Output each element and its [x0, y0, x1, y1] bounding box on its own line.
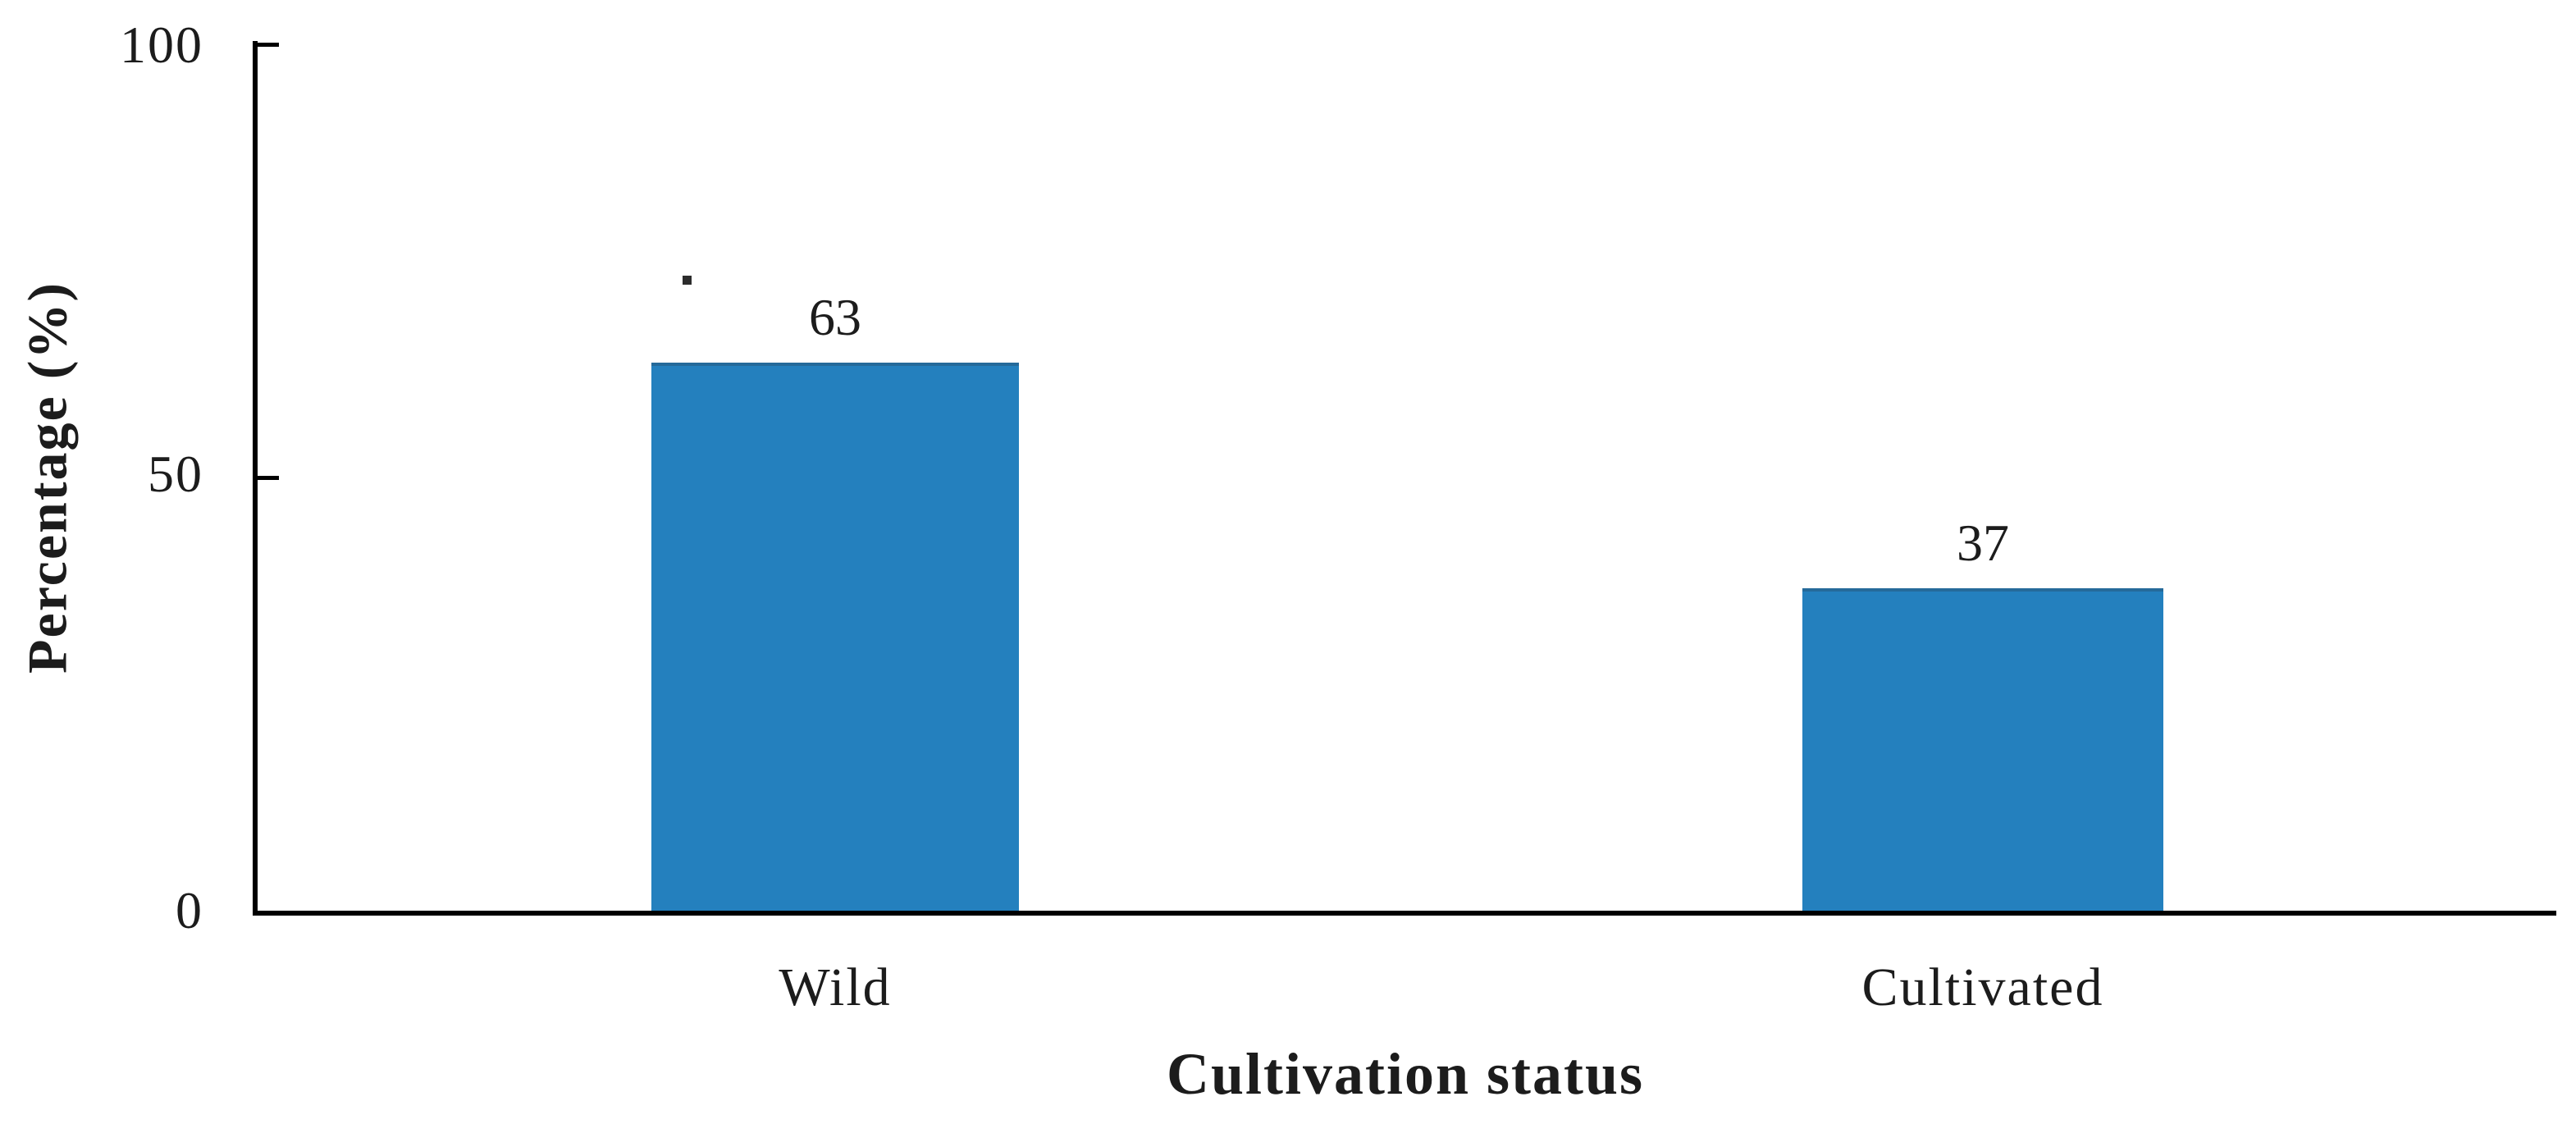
x-axis-title: Cultivation status [1166, 1041, 1645, 1107]
y-tick-mark-100 [258, 43, 279, 47]
bar-wild [651, 362, 1019, 911]
y-tick-mark-50 [258, 476, 279, 480]
x-axis-line [253, 911, 2556, 916]
x-category-label-cultivated: Cultivated [1861, 957, 2104, 1017]
y-tick-label-100: 100 [120, 16, 203, 74]
plot-area: 63 37 [254, 40, 2556, 911]
stray-dot-artifact [683, 276, 692, 285]
y-tick-label-50: 50 [148, 445, 203, 503]
y-tick-label-0: 0 [176, 881, 203, 939]
y-axis-line [253, 41, 258, 916]
bar-cultivated [1802, 588, 2163, 911]
value-label-wild: 63 [809, 287, 861, 346]
x-category-label-wild: Wild [779, 957, 892, 1017]
value-label-cultivated: 37 [1957, 514, 2009, 573]
